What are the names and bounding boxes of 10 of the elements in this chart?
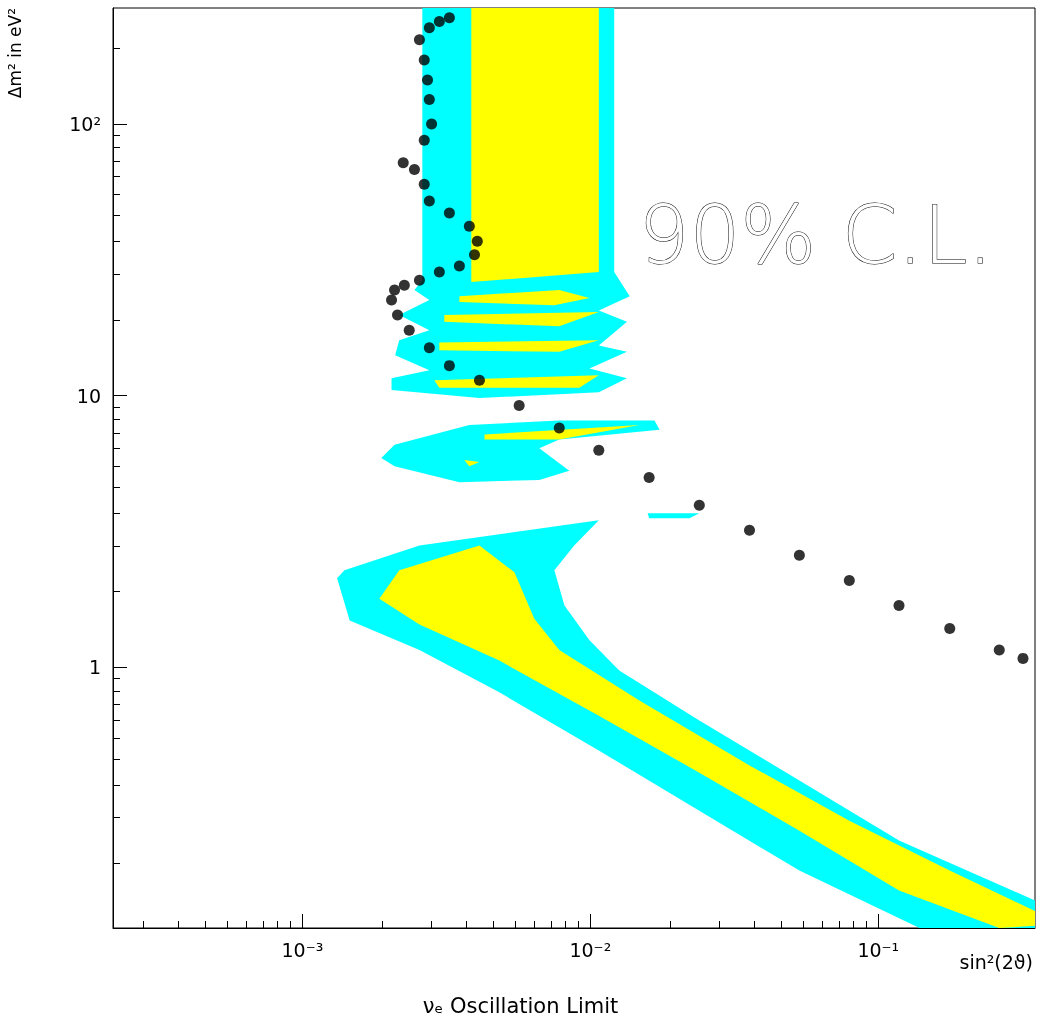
text: νₑ Oscillation Limit — [422, 993, 619, 1018]
x-tick-label: 10⁻² — [569, 938, 612, 961]
annotation: 90% C.L. — [638, 189, 994, 282]
y-tick-label: 10 — [76, 384, 101, 407]
x-tick-label: 10⁻¹ — [857, 938, 900, 961]
y-tick-label: 10² — [69, 112, 101, 135]
y-axis-title: Δm² in eV² — [4, 7, 25, 99]
x-axis-title: sin²(2ϑ) — [959, 950, 1033, 973]
x-tick-label: 10⁻³ — [281, 938, 324, 961]
y-tick-label: 1 — [88, 656, 101, 679]
